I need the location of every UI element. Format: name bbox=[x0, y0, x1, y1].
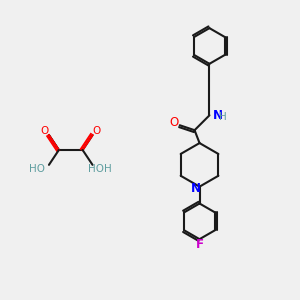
Text: HO: HO bbox=[29, 164, 45, 174]
Text: O: O bbox=[169, 116, 178, 129]
Text: HO: HO bbox=[88, 164, 104, 174]
Text: N: N bbox=[212, 109, 222, 122]
Text: O: O bbox=[92, 126, 101, 136]
Text: H: H bbox=[104, 164, 112, 174]
Text: F: F bbox=[196, 238, 203, 250]
Text: O: O bbox=[41, 126, 49, 136]
Text: N: N bbox=[190, 182, 201, 195]
Text: H: H bbox=[219, 112, 227, 122]
